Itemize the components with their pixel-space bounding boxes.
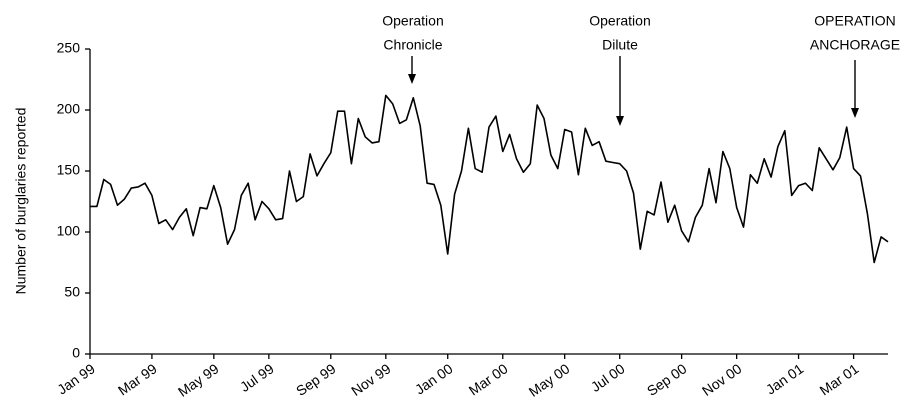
- x-tick-label: May 99: [175, 360, 222, 400]
- x-tick-label: Jul 00: [588, 360, 628, 395]
- y-tick-label: 250: [57, 40, 81, 56]
- x-tick-label: Jan 01: [763, 360, 807, 397]
- y-tick-label: 200: [57, 101, 81, 117]
- x-tick-label: Nov 99: [348, 360, 394, 399]
- data-line: [90, 94, 889, 264]
- annotation-text: Chronicle: [383, 37, 442, 53]
- x-tick-label: Sep 00: [644, 360, 690, 399]
- y-tick-label: 0: [72, 345, 80, 361]
- x-tick-label: May 00: [526, 360, 573, 400]
- annotation-text: Dilute: [602, 37, 638, 53]
- y-axis-label: Number of burglaries reported: [13, 108, 29, 295]
- x-tick-label: Nov 00: [699, 360, 745, 399]
- x-tick-label: Jul 99: [237, 360, 277, 395]
- y-tick-label: 150: [57, 162, 81, 178]
- x-tick-label: Sep 99: [293, 360, 339, 399]
- x-tick-label: Mar 00: [466, 360, 511, 398]
- arrow-head: [851, 108, 859, 118]
- annotation-text: OPERATION: [814, 13, 895, 29]
- y-tick-label: 100: [57, 223, 81, 239]
- arrow-head: [408, 74, 416, 84]
- annotation-text: Operation: [589, 13, 650, 29]
- x-tick-label: Mar 99: [115, 360, 160, 398]
- y-tick-label: 50: [64, 284, 80, 300]
- x-tick-label: Jan 99: [54, 360, 98, 397]
- annotation-text: ANCHORAGE: [810, 37, 900, 53]
- x-tick-label: Jan 00: [412, 360, 456, 397]
- arrow-head: [616, 116, 624, 126]
- x-tick-label: Mar 01: [817, 360, 862, 398]
- annotation-text: Operation: [382, 13, 443, 29]
